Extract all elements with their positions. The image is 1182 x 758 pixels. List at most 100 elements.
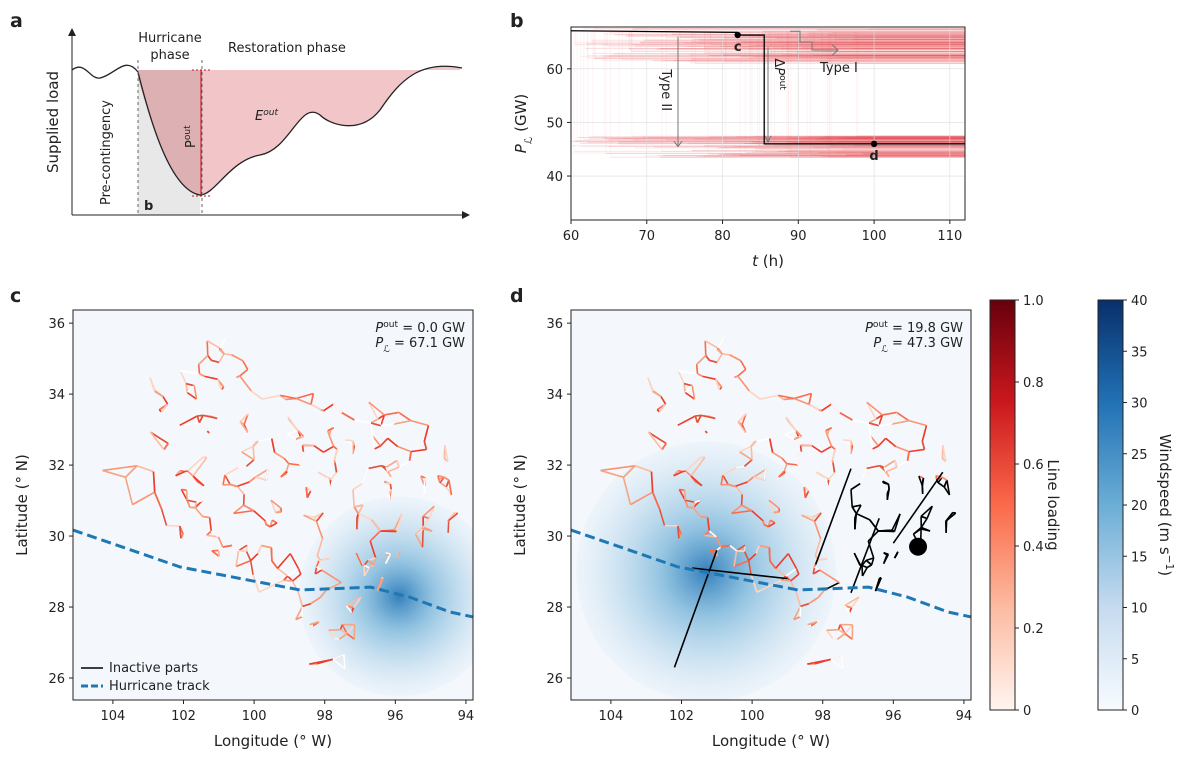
text-part: P	[375, 321, 383, 336]
y-axis-label: Latitude (° N)	[13, 454, 31, 556]
power-line	[448, 521, 449, 522]
legend-label: Hurricane track	[109, 679, 210, 694]
text-part: (h)	[758, 252, 784, 270]
power-line	[223, 484, 230, 485]
text-part: −1	[1163, 555, 1175, 570]
colorbar-tick-label: 0.6	[1023, 458, 1044, 473]
phase-label: Restoration phase	[228, 41, 346, 56]
text-part: out	[873, 320, 888, 330]
power-line	[344, 654, 345, 668]
text-part: P	[865, 321, 873, 336]
y-tick-label: 32	[546, 459, 563, 474]
inactive-hub	[909, 538, 927, 556]
x-tick-label: 100	[242, 709, 267, 724]
colorbar-tick-label: 15	[1131, 550, 1148, 565]
delta-label: ΔPout	[771, 58, 787, 90]
colorbar-tick-label: 0	[1023, 704, 1031, 719]
point-label: c	[734, 40, 742, 55]
colorbar-tick-label: 30	[1131, 397, 1148, 412]
power-line	[801, 446, 802, 452]
y-tick-label: 30	[546, 530, 563, 545]
x-tick-label: 98	[316, 709, 333, 724]
power-line	[922, 485, 923, 494]
text-part: P	[771, 67, 786, 75]
power-line	[688, 507, 693, 508]
y-tick-label: 36	[48, 317, 65, 332]
legend-label: Inactive parts	[109, 661, 198, 676]
power-line	[329, 630, 341, 631]
power-line	[239, 551, 247, 552]
text-part: P	[873, 336, 881, 351]
power-line	[306, 487, 307, 498]
colorbar-tick-label: 40	[1131, 294, 1148, 309]
power-line	[701, 516, 708, 517]
power-line	[804, 487, 805, 498]
colorbar-tick-label: 35	[1131, 345, 1148, 360]
power-line	[190, 507, 195, 508]
power-line	[775, 512, 779, 513]
power-line	[721, 484, 728, 485]
x-tick-label: 98	[814, 709, 831, 724]
x-axis-label: Longitude (° W)	[712, 732, 830, 750]
colorbar	[990, 300, 1015, 710]
x-tick-label: 94	[458, 709, 475, 724]
point	[871, 141, 877, 147]
power-line	[181, 489, 186, 490]
x-tick-label: 104	[100, 709, 125, 724]
phase-label: phase	[150, 48, 189, 63]
y-tick-label: 40	[546, 170, 563, 185]
text-part: = 67.1 GW	[390, 336, 465, 351]
power-line	[207, 341, 208, 356]
x-tick-label: 60	[563, 229, 580, 244]
x-tick-label: 80	[714, 229, 731, 244]
y-tick-label: 26	[48, 672, 65, 687]
power-line	[946, 521, 947, 522]
text-part: out	[777, 75, 787, 90]
power-line	[271, 548, 272, 561]
power-line	[722, 354, 730, 355]
text-part: = 19.8 GW	[888, 321, 963, 336]
colorbar-tick-label: 25	[1131, 448, 1148, 463]
x-tick-label: 102	[669, 709, 694, 724]
power-line	[345, 440, 353, 441]
power-line	[321, 410, 323, 411]
power-line	[303, 446, 304, 452]
power-line	[284, 580, 293, 581]
x-tick-label: 100	[862, 229, 887, 244]
phase-label: Hurricane	[138, 31, 201, 46]
power-line	[819, 410, 821, 411]
power-line	[737, 551, 745, 552]
text-part: P	[184, 140, 199, 148]
marker-label: b	[144, 199, 153, 214]
y-axis-label: Pℒ (GW)	[512, 94, 535, 154]
colorbar-tick-label: 10	[1131, 602, 1148, 617]
colorbar-label: Line loading	[1044, 459, 1062, 550]
x-tick-label: 102	[171, 709, 196, 724]
power-line	[842, 654, 843, 668]
power-line	[334, 461, 335, 464]
text-part: out	[263, 108, 278, 118]
x-tick-label: 96	[885, 709, 902, 724]
power-line	[751, 446, 752, 459]
text-part: out	[183, 125, 193, 140]
colorbar	[1098, 300, 1123, 710]
power-line	[203, 516, 210, 517]
text-part: = 0.0 GW	[398, 321, 465, 336]
power-line	[897, 552, 898, 554]
colorbar-tick-label: 0.2	[1023, 622, 1044, 637]
y-tick-label: 36	[546, 317, 563, 332]
y-axis-label: Supplied load	[44, 71, 62, 173]
power-line	[166, 525, 179, 526]
power-line	[277, 512, 281, 513]
power-line	[827, 630, 839, 631]
power-line	[423, 529, 424, 547]
power-line	[664, 525, 677, 526]
y-tick-label: 28	[546, 601, 563, 616]
y-tick-label: 34	[48, 388, 65, 403]
x-tick-label: 104	[598, 709, 623, 724]
y-tick-label: 34	[546, 388, 563, 403]
power-line	[424, 485, 425, 494]
x-axis-label: Longitude (° W)	[214, 732, 332, 750]
type-ii-label: Type II	[658, 68, 673, 111]
